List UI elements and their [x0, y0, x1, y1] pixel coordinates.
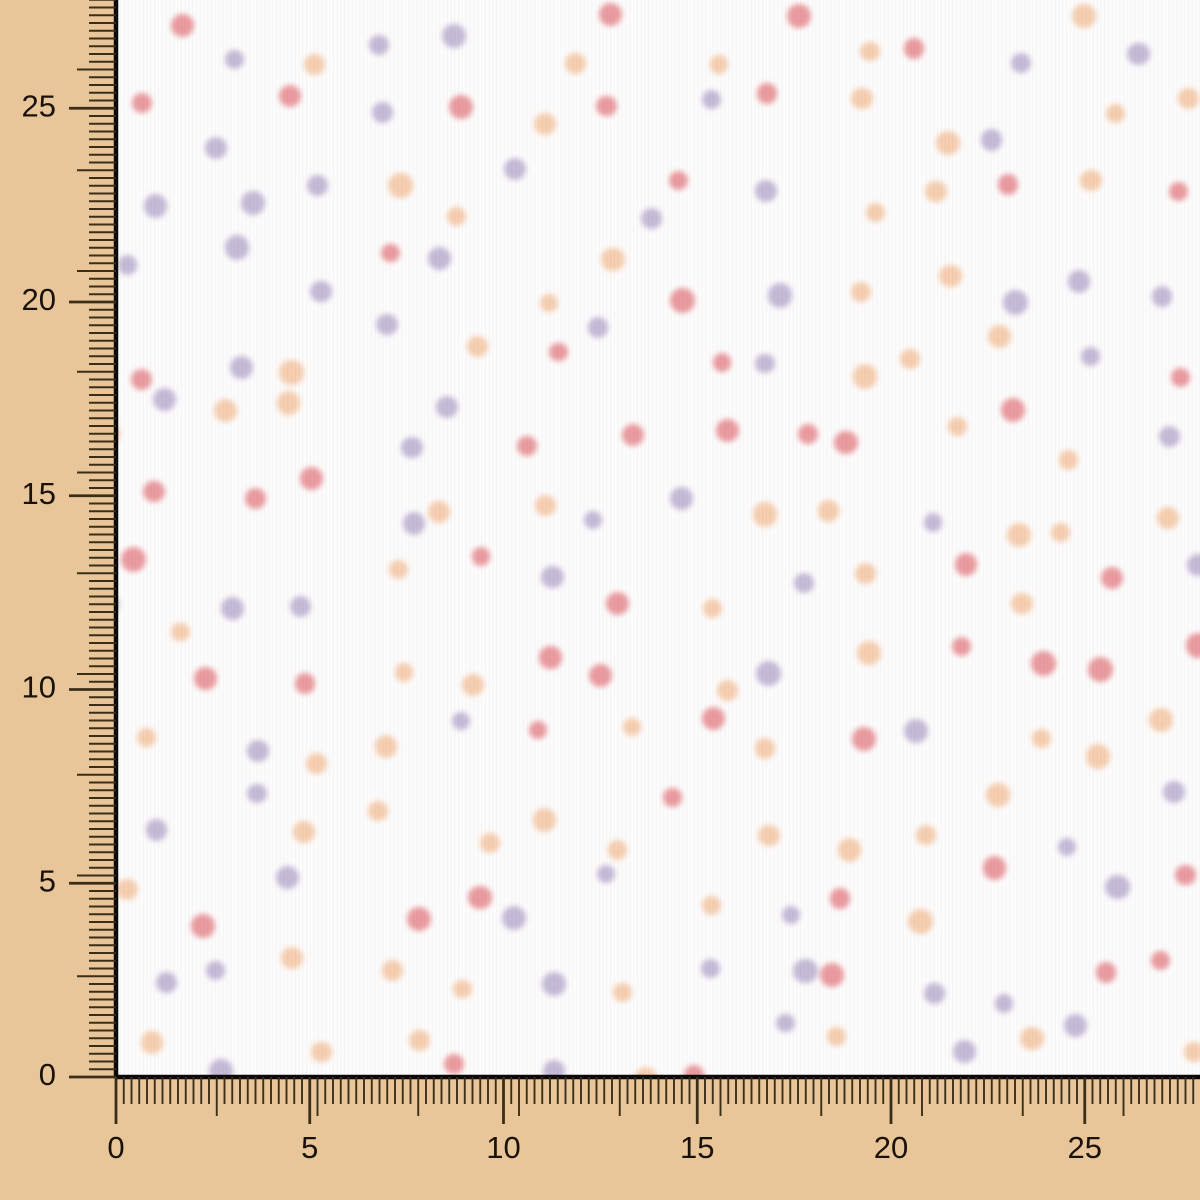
- svg-text:0: 0: [39, 1057, 56, 1092]
- svg-text:20: 20: [874, 1130, 908, 1165]
- svg-text:5: 5: [301, 1130, 318, 1165]
- svg-text:15: 15: [680, 1130, 714, 1165]
- svg-text:25: 25: [1068, 1130, 1102, 1165]
- svg-text:10: 10: [22, 670, 56, 705]
- svg-text:10: 10: [486, 1130, 520, 1165]
- svg-text:20: 20: [22, 282, 56, 317]
- svg-text:0: 0: [107, 1130, 124, 1165]
- svg-text:15: 15: [22, 476, 56, 511]
- svg-text:25: 25: [22, 88, 56, 123]
- svg-text:5: 5: [39, 863, 56, 898]
